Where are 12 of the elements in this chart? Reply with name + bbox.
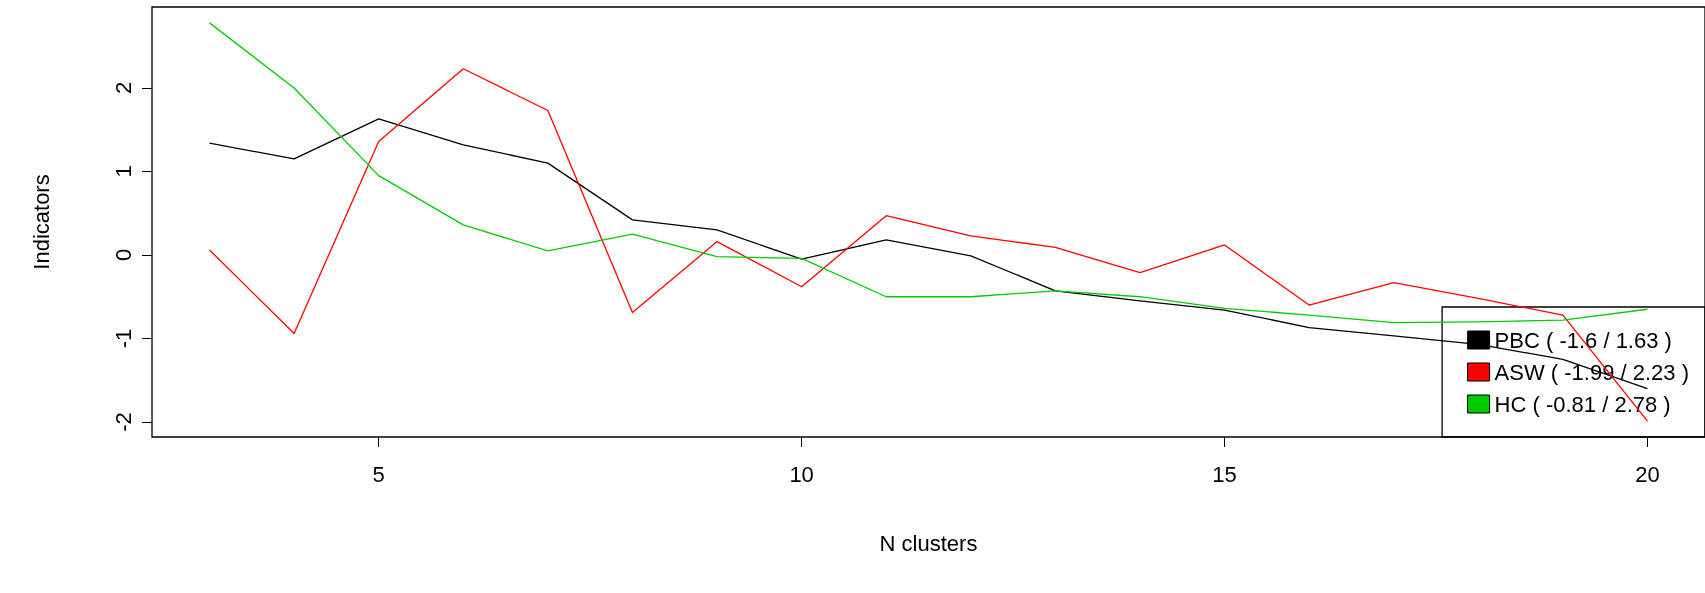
x-tick-label: 15 xyxy=(1212,461,1237,487)
line-series xyxy=(208,22,1649,324)
y-tick-label: 1 xyxy=(110,165,136,178)
x-axis-title: N clusters xyxy=(879,530,978,556)
y-tick-label: -1 xyxy=(110,328,136,349)
x-tick-label: 5 xyxy=(372,461,385,487)
y-tick-label: 0 xyxy=(110,248,136,262)
y-tick-label: 2 xyxy=(110,81,136,95)
y-tick-label: -2 xyxy=(110,412,136,432)
y-axis-title: Indicators xyxy=(28,174,54,270)
x-tick-label: 10 xyxy=(789,461,814,487)
x-tick-label: 20 xyxy=(1635,461,1660,487)
